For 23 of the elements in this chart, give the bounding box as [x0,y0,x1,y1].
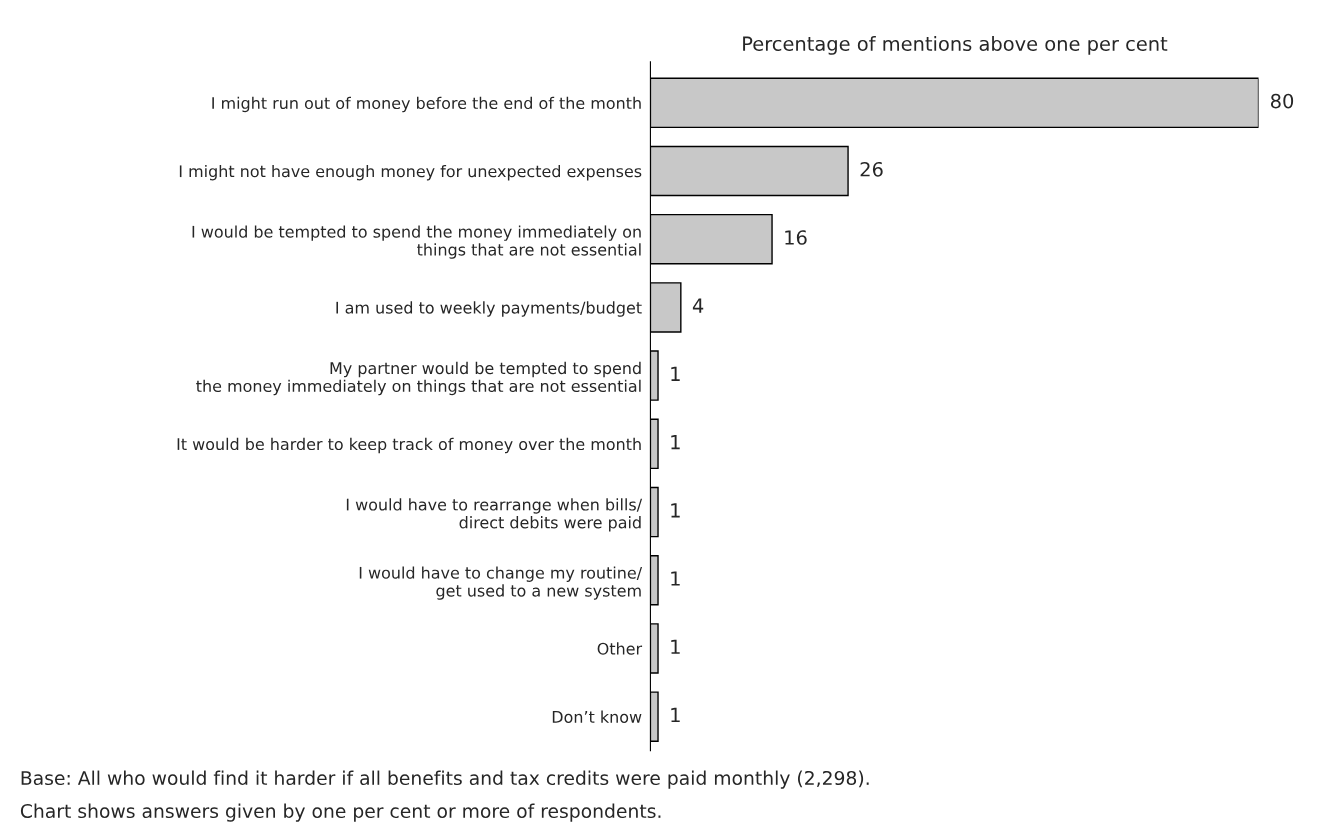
data-label: 1 [671,503,680,518]
chart-title: Percentage of mentions above one per cent [743,35,1168,55]
y-tick-label: I would have to rearrange when bills/ direct debits were paid [346,498,643,532]
y-tick-label: My partner would be tempted to spend the money immediately on things that are not essential [196,361,641,396]
data-label: 1 [671,639,680,654]
y-tick-label: Other [597,642,643,655]
data-label: 1 [671,707,680,723]
y-tick-label: Don’t know [552,710,642,723]
data-label: 16 [785,230,807,245]
data-label: 4 [692,298,704,313]
data-label: 1 [671,435,680,450]
y-tick-label: I might run out of money before the end of the month [212,96,641,113]
text: Chart shows answers given by one per cent or more of respondents. [20,803,661,822]
y-tick-label: I might not have enough money for unexpected expenses [179,164,642,181]
data-label: 1 [671,571,680,586]
y-tick-label: I would have to change my routine/ get used to a new system [359,566,643,600]
y-tick-label: I am used to weekly payments/budget [336,301,642,317]
text: Base: All who would find it harder if all benefits and tax credits were paid monthly (2,298). [21,770,869,789]
y-tick-label: It would be harder to keep track of money over the month [177,437,641,454]
data-label: 26 [860,161,883,177]
data-label: 80 [1270,93,1294,109]
y-tick-label: I would be tempted to spend the money immediately on things that are not essential [192,225,641,259]
data-label: 1 [671,366,680,381]
